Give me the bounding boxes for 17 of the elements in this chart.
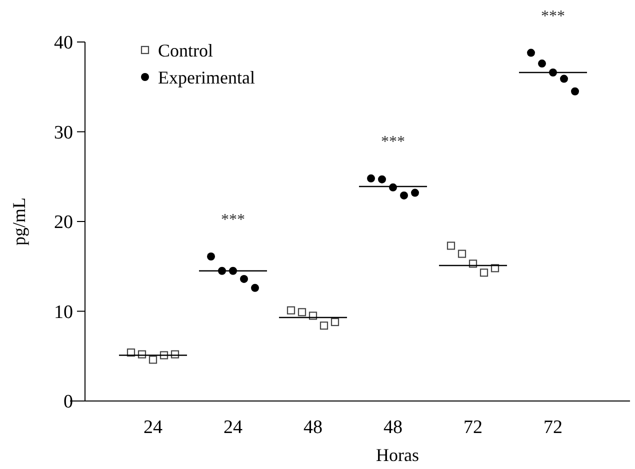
text: *** [541,8,565,25]
x-tick-label: 24 [224,417,243,438]
x-tick-label: 72 [464,417,482,438]
y-tick-label: 40 [54,32,73,54]
y-axis-title: pg/mL [9,198,29,246]
x-axis-title: Horas [376,445,419,465]
y-tick-label: 30 [54,122,73,144]
annotation: *** [221,212,245,229]
y-tick-label: 20 [54,212,73,234]
legend-label: Control [158,40,214,60]
annotation: *** [381,133,405,150]
x-tick-label: 24 [144,417,163,438]
y-tick-label: 10 [54,302,73,323]
x-tick-label: 72 [544,417,562,438]
x-tick-label: 48 [384,417,402,438]
legend-label: Experimental [158,67,255,88]
x-tick-label: 48 [304,417,322,438]
